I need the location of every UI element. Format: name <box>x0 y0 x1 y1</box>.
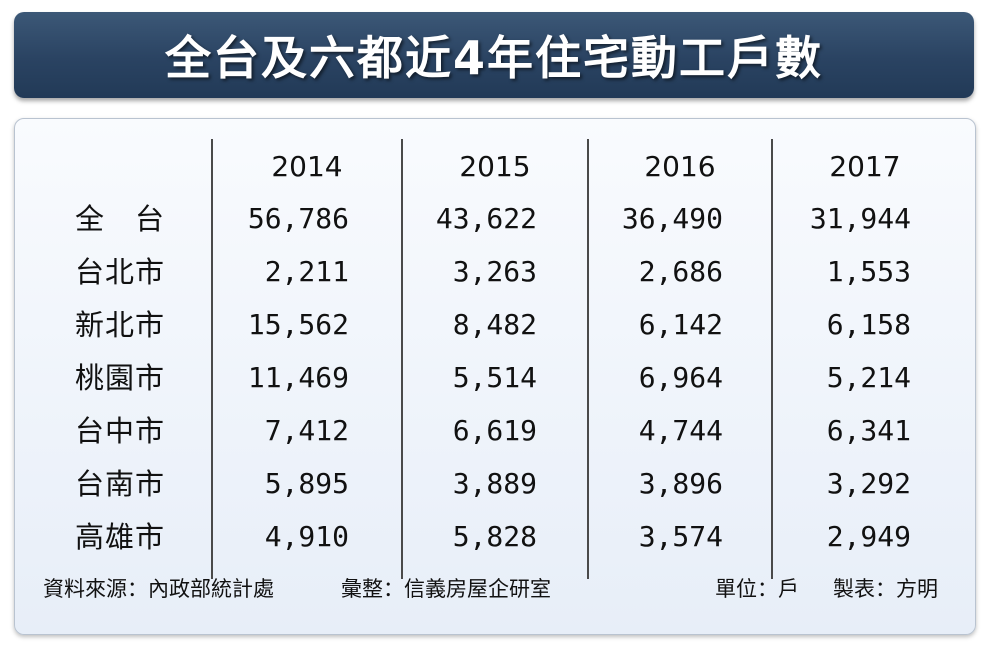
table-cell: 3,896 <box>638 467 723 500</box>
table-row: 桃園市 11,469 5,514 6,964 5,214 <box>15 354 975 402</box>
table-row: 新北市 15,562 8,482 6,142 6,158 <box>15 301 975 349</box>
column-header-2015: 2015 <box>459 150 531 183</box>
table-cell: 6,619 <box>452 414 537 447</box>
row-label: 桃園市 <box>75 361 166 395</box>
footer-unit: 單位：戶 <box>715 577 799 601</box>
table-cell: 6,142 <box>638 308 723 341</box>
column-header-2016: 2016 <box>644 150 716 183</box>
title-banner: 全台及六都近4年住宅動工戶數 <box>14 12 974 98</box>
row-label: 全 台 <box>75 202 166 236</box>
column-divider <box>211 139 213 579</box>
table-row: 台北市 2,211 3,263 2,686 1,553 <box>15 248 975 296</box>
column-divider <box>771 139 773 579</box>
table-row: 台南市 5,895 3,889 3,896 3,292 <box>15 460 975 508</box>
table-cell: 56,786 <box>247 202 349 235</box>
table-cell: 5,514 <box>452 361 537 394</box>
table-cell: 2,949 <box>826 520 911 553</box>
table-row: 台中市 7,412 6,619 4,744 6,341 <box>15 407 975 455</box>
row-label: 台中市 <box>75 414 166 448</box>
footer-maker: 製表：方明 <box>833 577 938 601</box>
table-cell: 7,412 <box>264 414 349 447</box>
column-divider <box>587 139 589 579</box>
table-row: 高雄市 4,910 5,828 3,574 2,949 <box>15 513 975 561</box>
table-cell: 31,944 <box>809 202 911 235</box>
table-cell: 43,622 <box>435 202 537 235</box>
chart-title: 全台及六都近4年住宅動工戶數 <box>164 31 823 85</box>
footer-compiled: 彙整：信義房屋企研室 <box>341 577 551 601</box>
table-cell: 5,828 <box>452 520 537 553</box>
table-cell: 4,744 <box>638 414 723 447</box>
row-label: 台北市 <box>75 255 166 289</box>
column-divider <box>401 139 403 579</box>
footer-source: 資料來源：內政部統計處 <box>43 577 274 601</box>
table-cell: 3,292 <box>826 467 911 500</box>
column-header-2017: 2017 <box>829 150 901 183</box>
table-cell: 2,211 <box>264 255 349 288</box>
table-cell: 6,341 <box>826 414 911 447</box>
table-cell: 11,469 <box>247 361 349 394</box>
table-cell: 3,574 <box>638 520 723 553</box>
column-header-2014: 2014 <box>271 150 343 183</box>
table-cell: 36,490 <box>621 202 723 235</box>
table-cell: 5,895 <box>264 467 349 500</box>
table-cell: 3,889 <box>452 467 537 500</box>
row-label: 台南市 <box>75 467 166 501</box>
row-label: 新北市 <box>75 308 166 342</box>
table-cell: 3,263 <box>452 255 537 288</box>
table-cell: 8,482 <box>452 308 537 341</box>
table-cell: 6,158 <box>826 308 911 341</box>
table-cell: 4,910 <box>264 520 349 553</box>
table-row: 全 台 56,786 43,622 36,490 31,944 <box>15 195 975 243</box>
table-cell: 6,964 <box>638 361 723 394</box>
table-cell: 15,562 <box>247 308 349 341</box>
data-table: 2014 2015 2016 2017 全 台 56,786 43,622 36,49… <box>14 118 976 635</box>
table-cell: 1,553 <box>826 255 911 288</box>
table-cell: 2,686 <box>638 255 723 288</box>
table-cell: 5,214 <box>826 361 911 394</box>
row-label: 高雄市 <box>75 520 166 554</box>
